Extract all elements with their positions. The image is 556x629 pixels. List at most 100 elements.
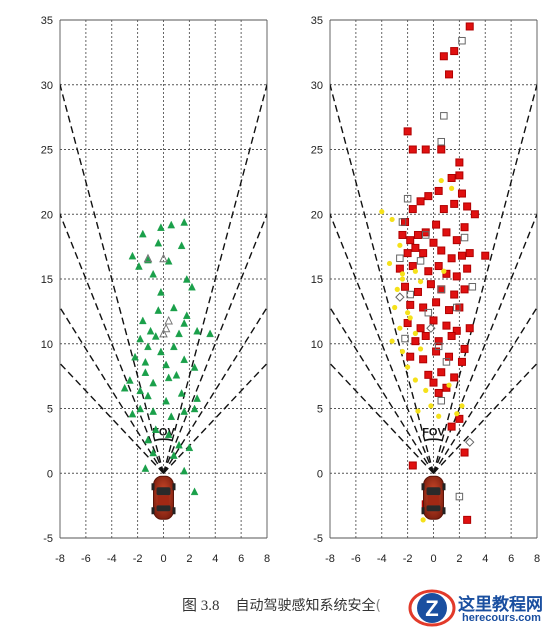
- fov-line: [330, 306, 435, 474]
- data-point-triangle: [170, 303, 178, 312]
- data-point-square: [457, 357, 466, 366]
- car-windshield: [426, 487, 441, 496]
- car-wheel: [172, 507, 176, 515]
- car-rear-window: [426, 505, 441, 512]
- data-point-square: [447, 331, 456, 340]
- data-point-square: [463, 202, 472, 211]
- data-point-dot: [407, 315, 413, 321]
- data-point-triangle: [175, 440, 183, 449]
- data-point-triangle: [172, 370, 181, 379]
- car-wheel: [442, 507, 446, 515]
- data-point-square: [460, 448, 469, 457]
- data-point-triangle: [135, 262, 143, 270]
- data-point-square: [437, 246, 446, 255]
- data-point-square: [442, 228, 451, 237]
- data-point-square: [465, 22, 474, 31]
- data-point-dot: [389, 338, 395, 344]
- x-tick-label: -4: [377, 553, 387, 565]
- data-point-triangle: [144, 342, 152, 351]
- data-point-dot: [412, 268, 418, 274]
- car-icon: [421, 475, 446, 520]
- data-point-triangle: [180, 319, 189, 327]
- figure-caption-text: 自动驾驶感知系统安全: [235, 598, 376, 614]
- data-point-square: [465, 324, 474, 333]
- data-point-square: [398, 218, 407, 226]
- data-point-square: [442, 321, 451, 330]
- car-wheel: [151, 507, 155, 515]
- data-point-square: [437, 368, 446, 377]
- data-point-square: [437, 145, 446, 154]
- data-point-triangle: [154, 238, 163, 247]
- y-tick-label: 20: [41, 209, 53, 221]
- data-point-triangle: [149, 378, 157, 387]
- data-point-square: [403, 319, 412, 328]
- x-tick-label: 8: [264, 553, 270, 565]
- data-point-triangle: [131, 352, 139, 361]
- data-point-square: [452, 236, 461, 245]
- data-point-triangle: [188, 282, 196, 291]
- data-point-square: [432, 298, 441, 307]
- data-point-square: [411, 337, 420, 346]
- data-point-triangle: [159, 328, 168, 338]
- data-point-triangle: [180, 466, 189, 475]
- data-point-square: [447, 254, 456, 263]
- data-point-square: [439, 52, 448, 61]
- data-point-dot: [454, 411, 460, 417]
- y-tick-label: 0: [47, 468, 53, 480]
- data-point-dot: [394, 286, 400, 292]
- data-point-triangle: [144, 435, 152, 444]
- data-point-square: [437, 137, 446, 146]
- data-point-triangle: [159, 253, 168, 263]
- data-point-dot: [436, 413, 442, 419]
- data-point-triangle: [128, 409, 137, 418]
- data-point-square: [450, 199, 459, 208]
- y-tick-label: 15: [311, 274, 323, 286]
- x-tick-label: 6: [238, 553, 244, 565]
- data-point-square: [455, 492, 464, 501]
- fov-line: [432, 362, 537, 474]
- data-point-square: [429, 238, 438, 247]
- data-point-triangle: [154, 306, 163, 314]
- car-rear-window: [156, 505, 171, 512]
- data-point-triangle: [175, 329, 183, 338]
- data-point-square: [411, 243, 420, 252]
- data-point-dot: [428, 403, 434, 409]
- fov-line: [162, 82, 267, 474]
- data-point-dot: [397, 242, 403, 248]
- data-point-square: [434, 337, 443, 346]
- data-point-triangle: [138, 316, 147, 325]
- data-point-square: [460, 344, 469, 353]
- data-point-triangle: [144, 391, 152, 400]
- data-point-square: [416, 324, 425, 333]
- data-point-triangle: [206, 329, 214, 338]
- x-tick-label: -4: [107, 553, 117, 565]
- data-point-dot: [417, 346, 424, 352]
- data-point-square: [434, 262, 443, 271]
- data-point-diamond: [426, 323, 436, 333]
- data-point-triangle: [177, 241, 186, 250]
- fov-line: [330, 362, 435, 474]
- data-point-triangle: [128, 251, 137, 260]
- fov-line: [432, 82, 537, 474]
- data-point-square: [401, 282, 410, 291]
- data-point-dot: [415, 408, 421, 414]
- data-point-triangle: [193, 394, 201, 402]
- figure-number: 图 3.8: [182, 598, 220, 614]
- data-point-triangle: [164, 315, 173, 325]
- data-point-square: [452, 326, 461, 335]
- data-point-dot: [397, 325, 403, 331]
- data-point-dot: [412, 330, 418, 336]
- data-point-square: [440, 112, 448, 120]
- data-point-triangle: [193, 326, 201, 335]
- data-point-square: [445, 306, 454, 315]
- data-point-triangle: [157, 288, 165, 296]
- data-point-square: [432, 347, 441, 356]
- data-point-triangle: [180, 355, 189, 363]
- data-point-triangle: [136, 404, 145, 413]
- car-icon: [151, 475, 176, 520]
- data-point-triangle: [162, 360, 170, 369]
- figure-caption-truncated: (: [375, 598, 381, 614]
- data-point-triangle: [120, 383, 129, 392]
- data-point-square: [424, 308, 433, 317]
